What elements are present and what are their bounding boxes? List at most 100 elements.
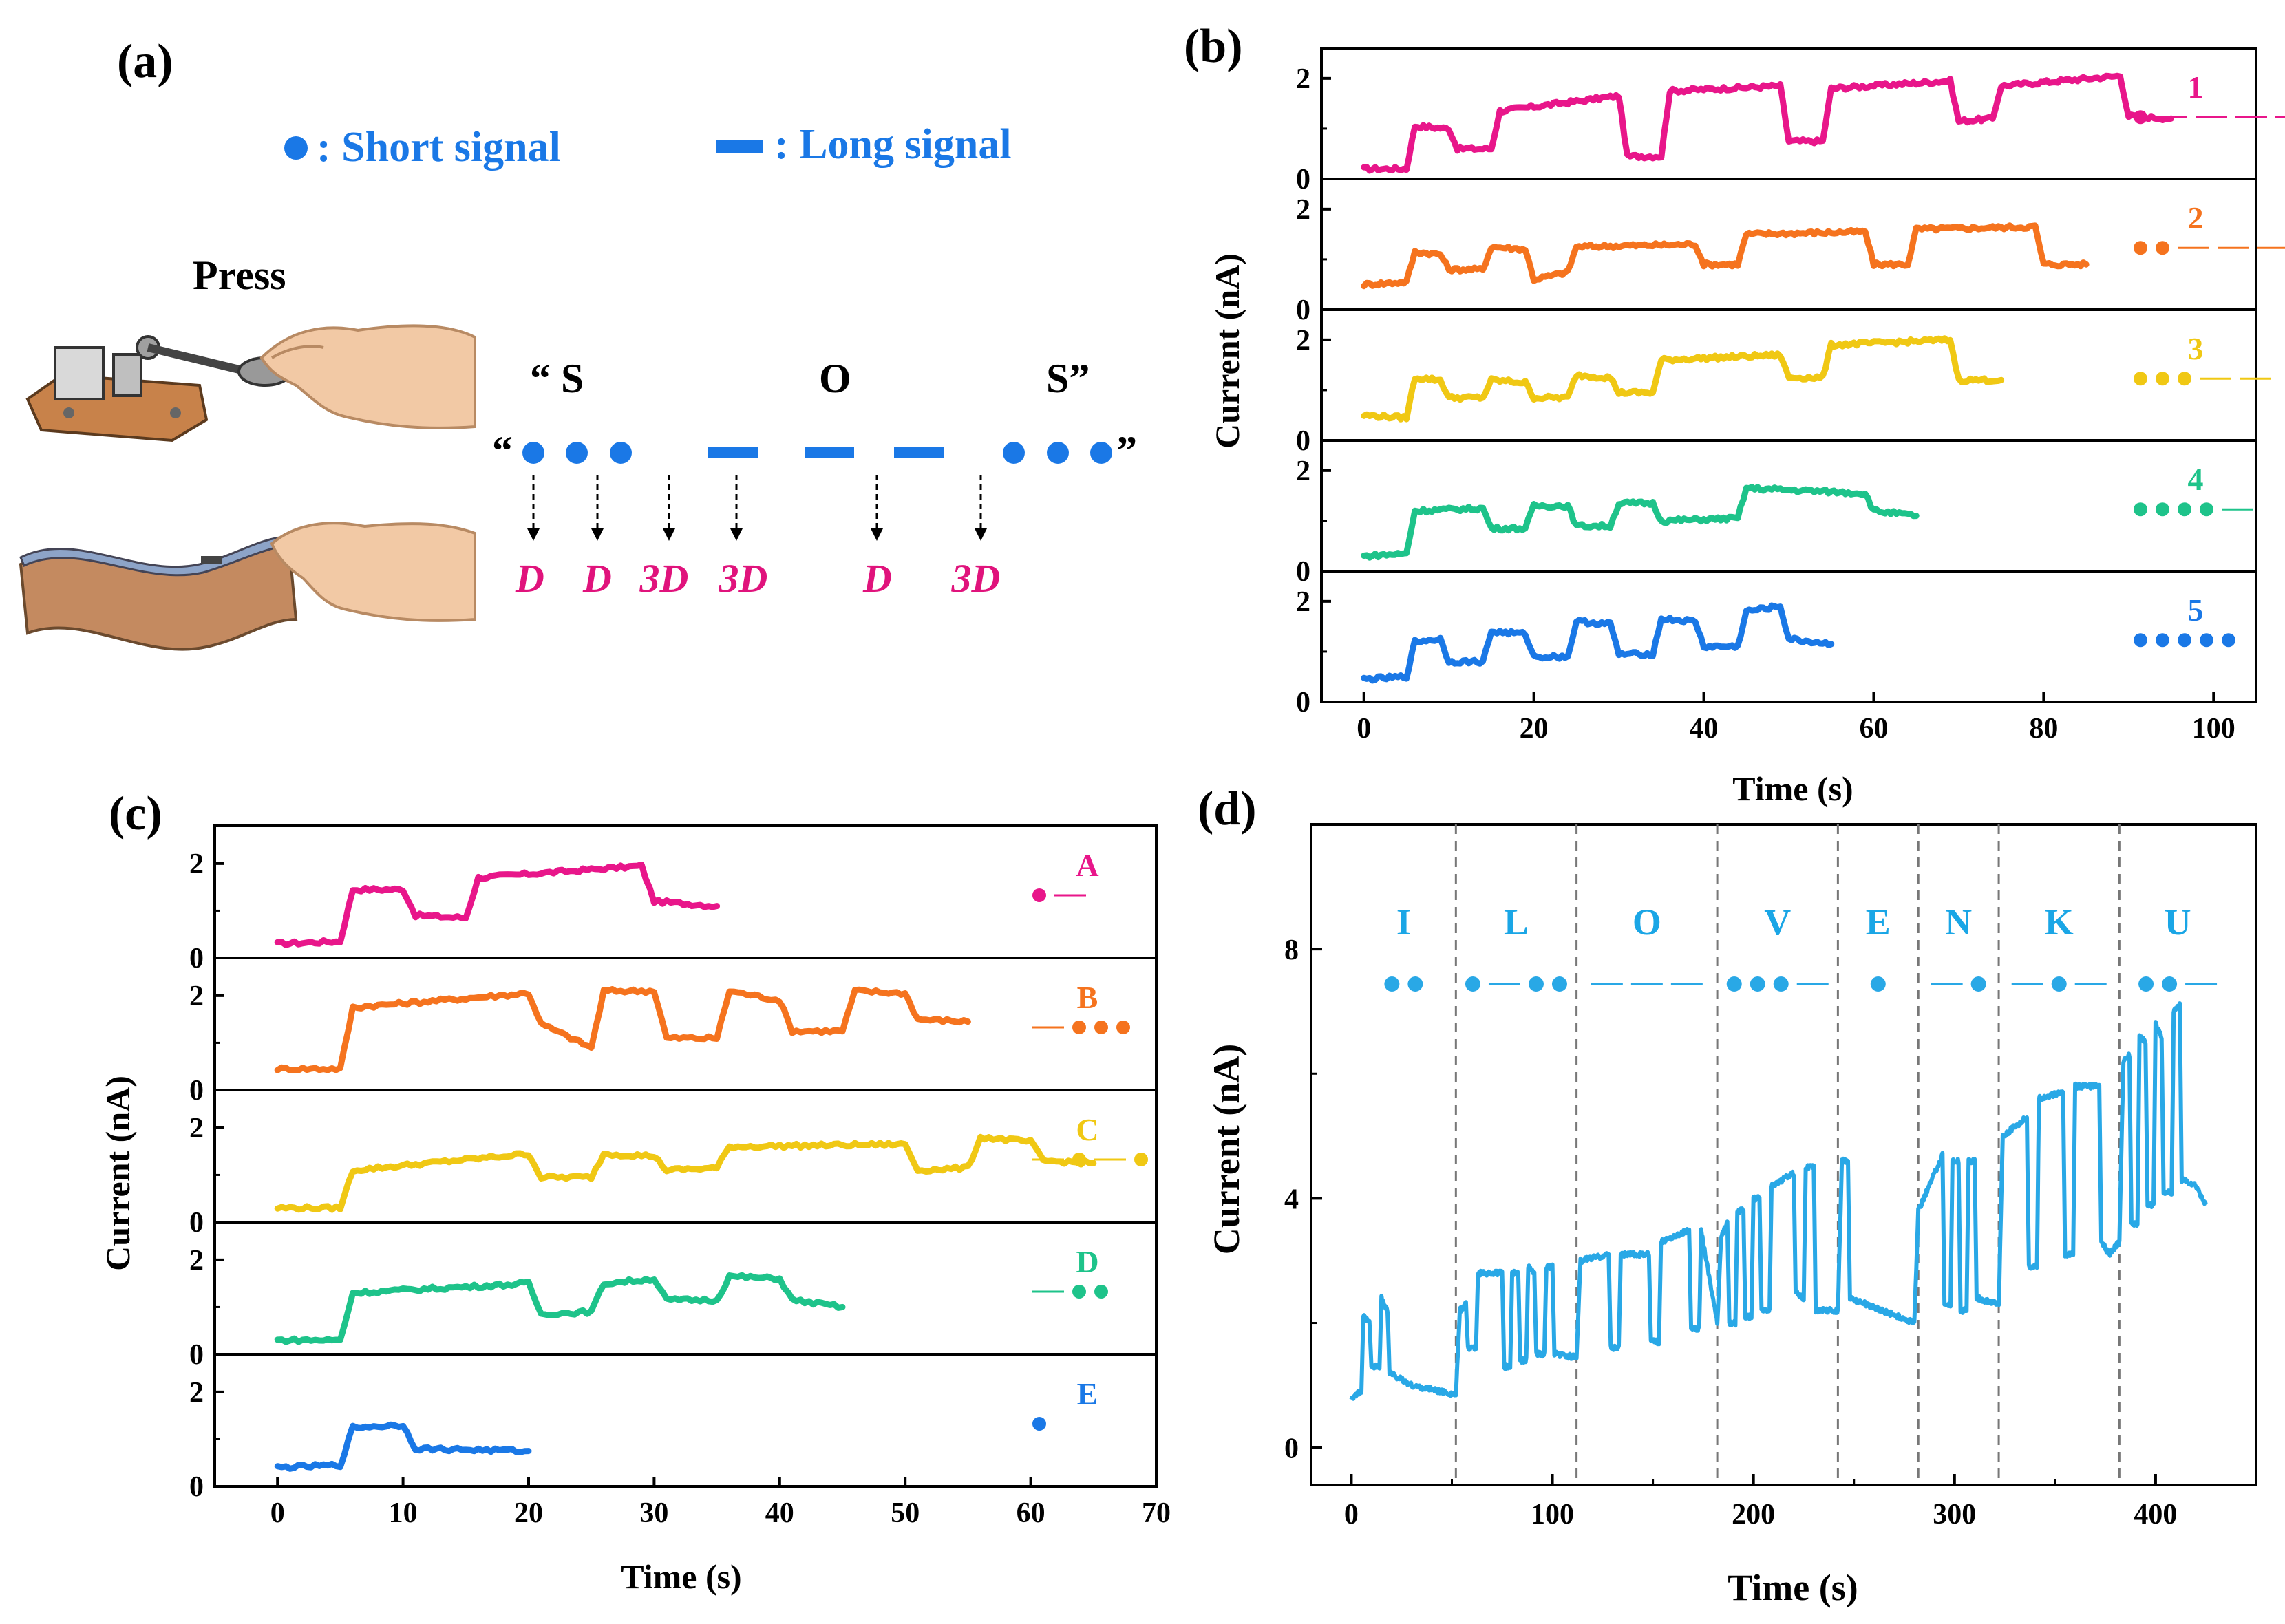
code-dot <box>1094 1284 1108 1299</box>
panel-b-ylabel: Current (nA) <box>1208 253 1246 449</box>
hand-press-bottom <box>270 522 476 622</box>
code-dot <box>1726 976 1742 992</box>
code-dot <box>2134 110 2147 125</box>
timing-arrowhead <box>527 528 540 541</box>
series-line-1 <box>1361 72 2174 174</box>
row-id-label: 5 <box>2188 592 2204 628</box>
y-tick-label: 2 <box>1296 63 1310 95</box>
x-tick-label: 0 <box>1344 1499 1359 1530</box>
panel-label-c: (c) <box>109 787 162 840</box>
letter-N: N <box>1945 901 1972 943</box>
x-tick-label: 70 <box>1142 1497 1171 1529</box>
y-tick-label: 2 <box>189 848 204 880</box>
x-tick-label: 20 <box>514 1497 543 1529</box>
code-dot <box>1870 976 1886 992</box>
code-dot <box>2134 241 2147 255</box>
y-tick-label: 0 <box>189 943 204 974</box>
code-dot <box>2156 502 2169 517</box>
x-tick-label: 400 <box>2134 1499 2177 1530</box>
series-line-3 <box>1361 335 2005 423</box>
panel-c-xlabel: Time (s) <box>621 1557 741 1596</box>
panel-b: 02 102 202 302 402 50 20 40 60 80 100 <box>1296 47 2285 745</box>
row-id-label: B <box>1077 980 1098 1015</box>
sos-long-dash <box>805 447 854 458</box>
legend-long-dash <box>716 140 763 153</box>
timing-label: 3D <box>951 556 1001 601</box>
panel-d-frame <box>1310 823 2257 1486</box>
series-line-ILOVENKU <box>1349 1001 2208 1401</box>
sos-long-dash <box>708 447 758 458</box>
y-tick-label: 0 <box>1296 164 1310 195</box>
letter-I: I <box>1396 901 1411 943</box>
timing-label: D <box>582 556 612 601</box>
series-line-5 <box>1361 602 1835 684</box>
timing-arrowhead <box>730 528 743 541</box>
row-id-label: 1 <box>2188 70 2204 105</box>
y-tick-label: 2 <box>189 1113 204 1144</box>
series-line-2 <box>1361 222 2090 290</box>
code-dot <box>1094 1020 1108 1034</box>
y-tick-label: 4 <box>1284 1184 1299 1215</box>
code-dot <box>1750 976 1765 992</box>
code-dot <box>2200 633 2213 648</box>
panel-d: 0 100 200 300 400 0 4 8 I L O V E N K U <box>1284 823 2257 1530</box>
code-dot <box>2178 502 2191 517</box>
code-dot <box>1384 976 1400 992</box>
y-tick-label: 2 <box>1296 586 1310 618</box>
row-frame <box>213 1353 1158 1488</box>
series-line-A <box>274 862 721 948</box>
sos-short-dot <box>1003 442 1025 464</box>
x-tick-label: 0 <box>1357 713 1371 745</box>
row-frame <box>1320 570 2257 703</box>
word-o: O <box>819 356 851 401</box>
series-line-D <box>274 1272 846 1345</box>
y-tick-label: 0 <box>189 1339 204 1371</box>
series-line-4 <box>1361 484 1920 561</box>
series-line-E <box>274 1421 532 1472</box>
x-tick-label: 100 <box>1531 1499 1574 1530</box>
x-tick-label: 60 <box>1017 1497 1045 1529</box>
legend-short-label: : Short signal <box>317 124 561 171</box>
legend-long-label: : Long signal <box>774 121 1012 168</box>
row-frame <box>213 1221 1158 1356</box>
row-id-label: D <box>1076 1244 1098 1279</box>
row-frame <box>213 1089 1158 1224</box>
panel-c: 0 2 A 0 2 B 0 2 C 0 2 D 0 2 E 0 10 20 30 40 50 60 70 <box>189 824 1171 1529</box>
code-dot <box>2156 633 2169 648</box>
code-dot <box>2162 976 2178 992</box>
telegraph-key-image <box>25 335 293 442</box>
panel-label-d: (d) <box>1198 782 1257 835</box>
code-dot <box>1465 976 1480 992</box>
y-tick-label: 2 <box>189 1245 204 1276</box>
panel-d-xlabel: Time (s) <box>1728 1567 1858 1608</box>
row-id-label: 3 <box>2188 331 2204 366</box>
row-frame <box>1320 178 2257 311</box>
quote-close: ” <box>1116 428 1137 473</box>
code-dot <box>1072 1020 1086 1034</box>
y-tick-label: 2 <box>1296 194 1310 226</box>
timing-arrowhead <box>591 528 604 541</box>
timing-label: 3D <box>719 556 768 601</box>
code-dot <box>1072 1284 1086 1299</box>
row-id-label: E <box>1077 1376 1098 1411</box>
x-tick-label: 200 <box>1732 1499 1775 1530</box>
timing-arrowhead <box>663 528 675 541</box>
press-label: Press <box>193 253 286 298</box>
y-tick-label: 0 <box>1284 1433 1299 1465</box>
flexible-sensor-image <box>19 535 299 651</box>
legend-short-dot <box>284 136 308 160</box>
x-tick-label: 10 <box>389 1497 418 1529</box>
series-line-B <box>274 986 971 1074</box>
row-frame <box>1320 47 2257 180</box>
timing-label: D <box>862 556 892 601</box>
y-tick-label: 8 <box>1284 934 1299 966</box>
code-dot <box>2178 633 2191 648</box>
word-s1: “ S <box>530 356 584 401</box>
code-dot <box>1528 976 1544 992</box>
sos-short-dot <box>522 442 544 464</box>
code-dot <box>2134 502 2147 517</box>
letter-U: U <box>2165 901 2191 943</box>
x-tick-label: 40 <box>1690 713 1719 745</box>
series-line-C <box>274 1133 1097 1213</box>
